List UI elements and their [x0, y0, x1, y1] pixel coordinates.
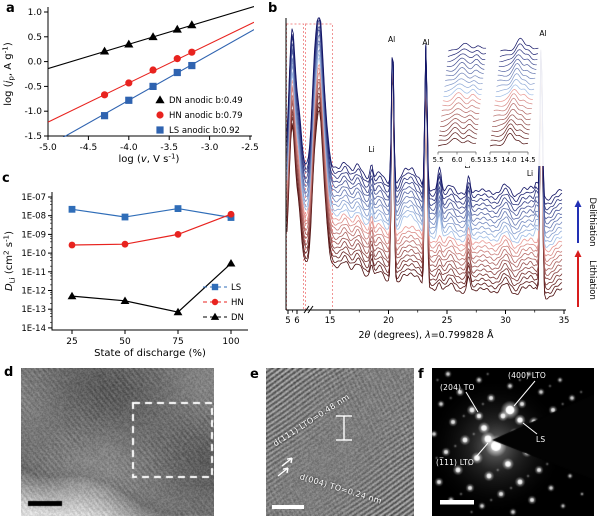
svg-text:14.0: 14.0 [501, 156, 516, 164]
svg-text:State of discharge (%): State of discharge (%) [94, 348, 206, 358]
svg-text:log (v, V s-1): log (v, V s-1) [119, 152, 180, 166]
svg-text:2θ (degrees), λ=0.799828 Å: 2θ (degrees), λ=0.799828 Å [358, 329, 494, 341]
svg-text:1E-14: 1E-14 [21, 324, 46, 334]
tem-micrograph [21, 368, 214, 516]
panel-c-series-HN [68, 210, 235, 249]
svg-text:-3.5: -3.5 [160, 143, 178, 153]
svg-text:20: 20 [383, 316, 394, 326]
panel-f-saed-pattern: (204) TO (400) LTO LS (1̅11) LTO [432, 368, 594, 516]
svg-text:HN: HN [231, 298, 244, 308]
svg-text:25: 25 [442, 316, 453, 326]
hrtem-measure-marks [272, 415, 352, 509]
panel-b-xrd-waterfall: 5 6 15 20 25 30 35 2θ (degrees), λ=0.799828 Å Li… [285, 17, 597, 341]
svg-text:0.0: 0.0 [28, 58, 43, 68]
label-pointer-lines [465, 380, 538, 458]
svg-text:Delithiation: Delithiation [587, 197, 597, 246]
svg-text:50: 50 [119, 337, 131, 347]
panel-b-insets: 5.5 6.0 6.5 13.5 14.0 14.5 [433, 37, 546, 166]
svg-text:1E-11: 1E-11 [21, 268, 46, 278]
panel-a-axes: -5.0 -4.5 -4.0 -3.5 -3.0 -2.5 1.0 0.5 0.0 -0.5 -1.… [1, 7, 259, 165]
hrtem-micrograph [266, 368, 414, 516]
svg-text:5: 5 [285, 316, 290, 326]
panel-c-axes: 1E-07 1E-08 1E-09 1E-10 1E-11 1E-12 1E-13 1E-14… [2, 192, 248, 358]
svg-text:75: 75 [172, 337, 183, 347]
spot-label-400-lto: (400) LTO [508, 371, 546, 380]
svg-text:0.5: 0.5 [28, 33, 42, 43]
svg-text:1E-10: 1E-10 [21, 249, 46, 259]
spot-label-111-lto: (1̅11) LTO [436, 458, 474, 467]
svg-text:-4.0: -4.0 [120, 143, 138, 153]
svg-text:13.5: 13.5 [482, 156, 497, 164]
panel-d-tem-image [21, 368, 214, 516]
panel-a-series-LS [100, 61, 196, 120]
panel-label-f: f [418, 367, 424, 382]
svg-text:Al: Al [388, 35, 395, 44]
svg-text:1E-09: 1E-09 [21, 230, 46, 240]
svg-text:-3.0: -3.0 [201, 143, 219, 153]
svg-text:30: 30 [500, 316, 511, 326]
svg-text:HN anodic b:0.79: HN anodic b:0.79 [169, 111, 243, 121]
svg-text:6.0: 6.0 [452, 156, 463, 164]
panel-c-series-DN [67, 259, 236, 316]
svg-text:Al: Al [422, 38, 429, 47]
svg-text:1E-08: 1E-08 [21, 212, 46, 222]
svg-text:-0.5: -0.5 [24, 82, 42, 92]
svg-text:25: 25 [66, 337, 77, 347]
svg-text:DLi (cm2 s-1): DLi (cm2 s-1) [2, 231, 17, 291]
svg-text:-1.5: -1.5 [24, 132, 42, 142]
svg-text:Lithiation: Lithiation [587, 260, 597, 300]
svg-text:-5.0: -5.0 [39, 143, 57, 153]
panel-c-diffusivity-plot: 1E-07 1E-08 1E-09 1E-10 1E-11 1E-12 1E-13 1E-14… [2, 192, 248, 358]
panel-label-d: d [4, 365, 14, 380]
panel-label-b: b [268, 1, 278, 16]
panel-label-e: e [250, 367, 259, 382]
svg-text:14.5: 14.5 [520, 156, 535, 164]
svg-text:DN anodic b:0.49: DN anodic b:0.49 [169, 96, 243, 106]
svg-text:Li: Li [368, 145, 374, 154]
panel-label-c: c [2, 171, 10, 186]
svg-text:-2.5: -2.5 [241, 143, 259, 153]
svg-text:LS anodic b:0.92: LS anodic b:0.92 [169, 126, 240, 136]
svg-text:Li: Li [527, 169, 533, 178]
diffraction-pattern [432, 368, 594, 516]
panel-b-scan-curves [286, 17, 563, 300]
svg-text:1E-13: 1E-13 [21, 305, 46, 315]
panel-b-axes: 5 6 15 20 25 30 35 2θ (degrees), λ=0.799828 Å [285, 18, 569, 341]
svg-text:log (jp, A g-1): log (jp, A g-1) [1, 42, 16, 106]
svg-text:1E-07: 1E-07 [21, 193, 46, 203]
panel-a-series-DN [99, 20, 197, 55]
panel-c-legend: LS HN DN [203, 283, 244, 323]
svg-text:Al: Al [539, 29, 546, 38]
svg-text:LS: LS [231, 283, 241, 293]
panel-b-direction-arrows: Delithiation Lithiation [574, 197, 597, 307]
svg-text:5.5: 5.5 [433, 156, 444, 164]
panel-a-legend: DN anodic b:0.49 HN anodic b:0.79 LS anodi… [155, 95, 243, 136]
svg-text:6: 6 [294, 316, 299, 326]
svg-text:6.5: 6.5 [471, 156, 482, 164]
panel-c-series-LS [68, 205, 235, 221]
panel-label-a: a [6, 1, 15, 16]
svg-text:15: 15 [325, 316, 336, 326]
panel-a-series-HN [100, 48, 196, 99]
spacing-measure-marks [277, 415, 352, 477]
panel-e-hrtem-image: d(111) LTO=0.48 nm d(004) TO=0.24 nm [266, 368, 414, 516]
spot-label-204-to: (204) TO [440, 383, 475, 392]
panel-a-bvalue-plot: -5.0 -4.5 -4.0 -3.5 -3.0 -2.5 1.0 0.5 0.0 -0.5 -1.… [1, 6, 259, 165]
svg-text:100: 100 [222, 337, 239, 347]
svg-text:35: 35 [559, 316, 570, 326]
svg-text:DN: DN [231, 313, 244, 323]
diffraction-annotation-lines [440, 380, 538, 505]
svg-text:1E-12: 1E-12 [21, 287, 46, 297]
svg-text:-4.5: -4.5 [80, 143, 98, 153]
svg-text:-1.0: -1.0 [24, 107, 42, 117]
spot-label-ls: LS [536, 435, 546, 444]
svg-text:1.0: 1.0 [28, 8, 43, 18]
